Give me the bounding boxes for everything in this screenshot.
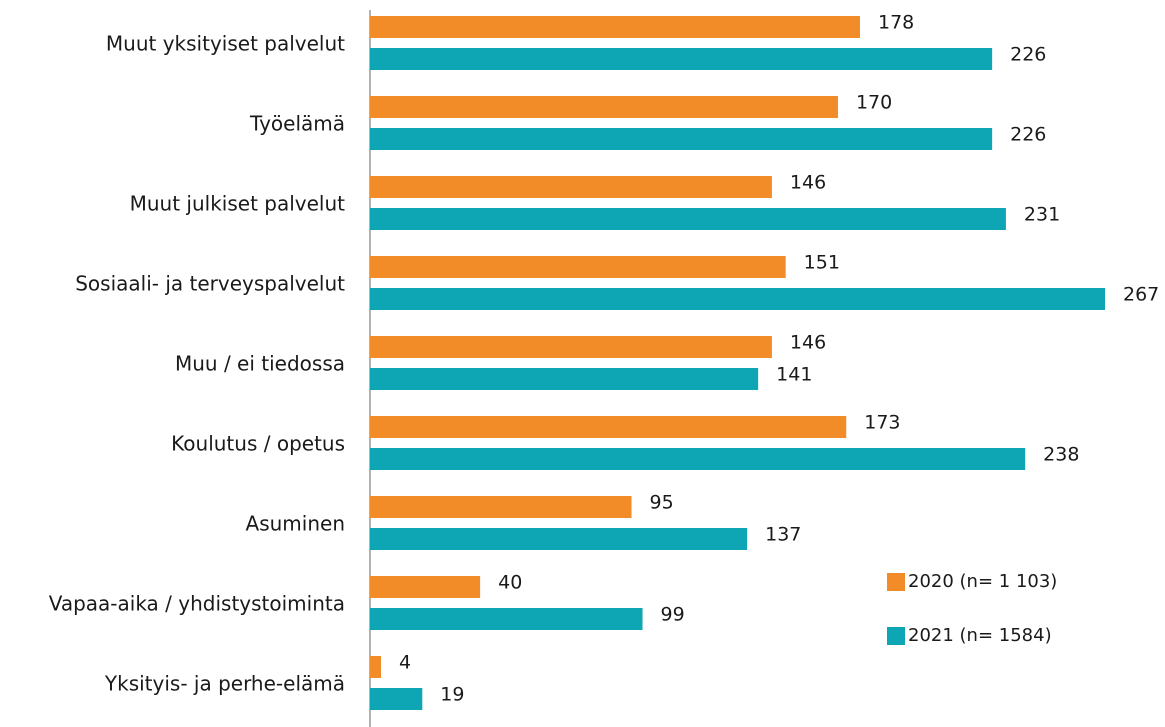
bar bbox=[370, 96, 838, 118]
bar bbox=[370, 256, 786, 278]
category-label: Muut yksityiset palvelut bbox=[106, 32, 345, 56]
bar bbox=[370, 48, 993, 70]
data-label: 151 bbox=[804, 252, 840, 274]
legend-swatch bbox=[887, 573, 905, 591]
category-label: Muu / ei tiedossa bbox=[175, 352, 345, 376]
legend-label: 2021 (n= 1584) bbox=[908, 625, 1052, 646]
data-label: 137 bbox=[765, 524, 801, 546]
bar bbox=[370, 448, 1026, 470]
data-label: 267 bbox=[1123, 284, 1159, 306]
bar bbox=[370, 576, 481, 598]
data-label: 141 bbox=[776, 364, 812, 386]
data-label: 19 bbox=[440, 684, 464, 706]
category-label: Työelämä bbox=[249, 112, 345, 136]
data-label: 226 bbox=[1010, 44, 1046, 66]
bar bbox=[370, 656, 382, 678]
data-label: 40 bbox=[498, 572, 522, 594]
bar bbox=[370, 176, 772, 198]
data-label: 231 bbox=[1024, 204, 1060, 226]
bar bbox=[370, 336, 772, 358]
bar bbox=[370, 16, 860, 38]
bar bbox=[370, 608, 643, 630]
category-label: Vapaa-aika / yhdistystoiminta bbox=[49, 592, 345, 616]
data-label: 238 bbox=[1043, 444, 1079, 466]
category-label: Asuminen bbox=[246, 512, 345, 536]
category-label: Yksityis- ja perhe-elämä bbox=[104, 672, 345, 696]
bar bbox=[370, 416, 847, 438]
bar bbox=[370, 496, 632, 518]
bar bbox=[370, 288, 1105, 310]
data-label: 95 bbox=[650, 492, 674, 514]
bar bbox=[370, 688, 423, 710]
data-label: 4 bbox=[399, 652, 411, 674]
data-label: 170 bbox=[856, 92, 892, 114]
bar bbox=[370, 128, 993, 150]
data-label: 178 bbox=[878, 12, 914, 34]
data-label: 99 bbox=[661, 604, 685, 626]
category-label: Sosiaali- ja terveyspalvelut bbox=[75, 272, 345, 296]
data-label: 146 bbox=[790, 172, 826, 194]
bar bbox=[370, 208, 1006, 230]
bar bbox=[370, 368, 759, 390]
legend-swatch bbox=[887, 627, 905, 645]
data-label: 173 bbox=[864, 412, 900, 434]
category-label: Koulutus / opetus bbox=[171, 432, 345, 456]
bar bbox=[370, 528, 748, 550]
data-label: 146 bbox=[790, 332, 826, 354]
legend-label: 2020 (n= 1 103) bbox=[908, 571, 1057, 592]
data-label: 226 bbox=[1010, 124, 1046, 146]
category-label: Muut julkiset palvelut bbox=[130, 192, 346, 216]
